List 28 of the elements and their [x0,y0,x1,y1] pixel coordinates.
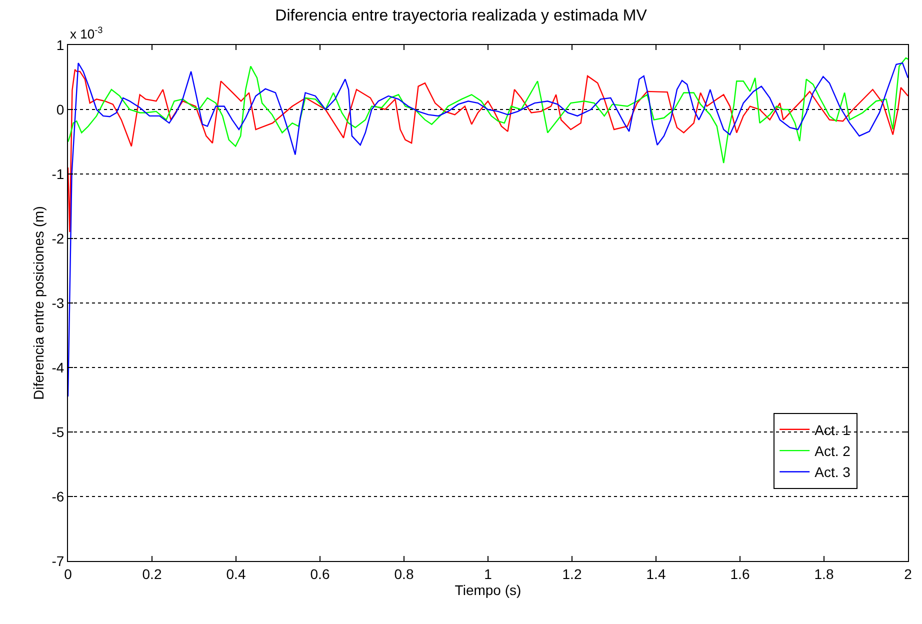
y-tick-label: -4 [52,359,64,376]
x-tick-label: 1.2 [562,566,582,582]
y-tick-label: -2 [52,230,64,246]
y-tick-label: -1 [52,166,64,182]
legend-label: Act. 2 [814,443,851,460]
y-tick-label: -5 [52,424,64,440]
x-tick-label: 1.8 [814,566,834,582]
y-tick-label: -7 [52,552,64,569]
y-tick-label: -6 [52,488,64,504]
text: x 10$^{-3}$ [70,25,103,42]
x-tick-label: 2 [904,566,912,582]
x-tick-label: 0.4 [226,566,246,582]
chart-title: Diferencia entre trayectoria realizada y estimada MV [275,8,648,25]
legend-label: Act. 3 [814,464,851,480]
x-axis-title: Tiempo (s) [454,582,522,598]
line-series [68,62,908,398]
y-tick-label: 0 [56,101,64,118]
x-tick-label: 1 [484,566,492,582]
y-tick-label: 1 [56,36,64,53]
y-axis-title: Diferencia entre posiciones (m) [30,206,46,400]
x-tick-label: 0.2 [142,566,162,582]
x-tick-label: 1.6 [730,566,750,582]
y-tick-label: -3 [52,294,64,311]
x-tick-label: 0.8 [394,566,414,582]
line-series [68,57,908,164]
line-series [68,68,908,233]
x-tick-label: 1.4 [646,566,666,582]
x-tick-label: 0.6 [310,566,330,582]
